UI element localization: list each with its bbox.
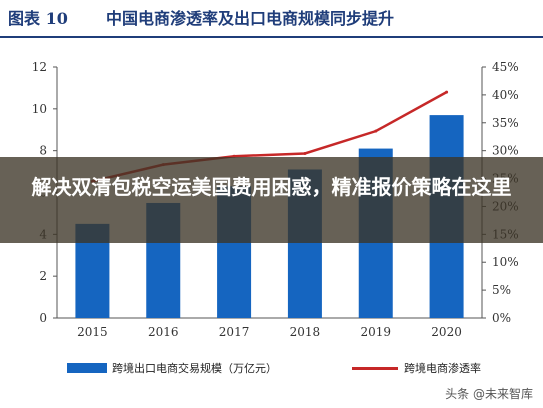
- x-tick-label: 2018: [290, 325, 321, 339]
- x-tick-label: 2015: [77, 325, 108, 339]
- y-right-tick-label: 40%: [492, 88, 519, 102]
- legend-line-label: 跨境电商渗透率: [404, 362, 481, 375]
- y-right-tick-label: 35%: [492, 116, 519, 130]
- legend-bar-label: 跨境出口电商交易规模（万亿元）: [112, 362, 277, 375]
- x-tick-label: 2016: [148, 325, 179, 339]
- chart-legend: 跨境出口电商交易规模（万亿元） 跨境电商渗透率: [0, 356, 543, 380]
- y-left-tick-label: 10: [32, 102, 47, 116]
- x-tick-label: 2017: [219, 325, 250, 339]
- overlay-banner: [0, 157, 543, 243]
- y-right-tick-label: 10%: [492, 255, 519, 269]
- line-point: [374, 129, 378, 133]
- y-right-tick-label: 30%: [492, 144, 519, 158]
- y-left-tick-label: 2: [39, 269, 47, 283]
- y-right-tick-label: 45%: [492, 60, 519, 74]
- y-left-tick-label: 0: [39, 311, 47, 325]
- figure-header: 图表 10 中国电商渗透率及出口电商规模同步提升: [0, 0, 543, 38]
- y-left-tick-label: 12: [32, 60, 47, 74]
- legend-bar-swatch: [67, 363, 107, 373]
- y-right-tick-label: 0%: [492, 311, 511, 325]
- line-point: [303, 151, 307, 155]
- watermark-text: 头条 @未来智库: [445, 387, 533, 401]
- y-left-tick-label: 8: [39, 144, 47, 158]
- y-right-tick-label: 5%: [492, 283, 511, 297]
- x-tick-label: 2019: [360, 325, 391, 339]
- line-point: [232, 154, 236, 158]
- chart-title: 中国电商渗透率及出口电商规模同步提升: [106, 9, 395, 28]
- overlay-banner-text: 解决双清包税空运美国费用困惑，精准报价策略在这里: [31, 175, 512, 199]
- x-tick-label: 2020: [431, 325, 462, 339]
- line-point: [445, 90, 449, 94]
- legend-line-swatch: [352, 367, 398, 370]
- figure-label: 图表 10: [8, 9, 68, 28]
